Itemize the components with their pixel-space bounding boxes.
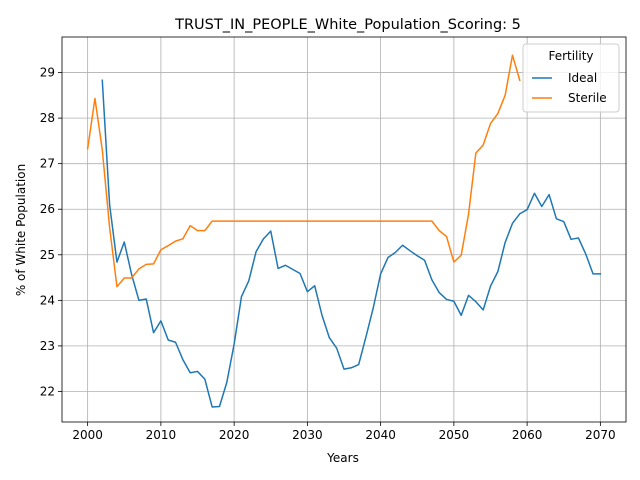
series-lines: [86, 54, 602, 408]
x-tick-label: 2050: [439, 428, 470, 442]
y-tick-label: 29: [40, 66, 55, 80]
y-tick-label: 25: [40, 248, 55, 262]
legend-box: [522, 43, 620, 113]
legend-title: Fertility: [548, 49, 593, 63]
x-tick-label: 2040: [365, 428, 396, 442]
x-tick-label: 2010: [146, 428, 177, 442]
y-tick-label: 28: [40, 111, 55, 125]
x-tick-label: 2030: [292, 428, 323, 442]
legend: Fertility Ideal Sterile: [522, 43, 620, 113]
legend-label-sterile: Sterile: [568, 91, 607, 105]
x-tick-label: 2070: [585, 428, 616, 442]
legend-label-ideal: Ideal: [568, 71, 597, 85]
x-tick-label: 2020: [219, 428, 250, 442]
y-tick-label: 22: [40, 384, 55, 398]
y-tick-label: 23: [40, 339, 55, 353]
x-axis-title: Years: [326, 451, 359, 465]
y-tick-label: 24: [40, 293, 55, 307]
x-tick-label: 2060: [512, 428, 543, 442]
plot-frame: [61, 36, 627, 423]
y-axis-title: % of White Population: [14, 164, 28, 296]
series-line-sterile: [86, 54, 521, 288]
y-tick-label: 27: [40, 157, 55, 171]
axis-ticks: 2000 2010 2020 2030 2040 2050 2060 2070 22 23 24 25…: [40, 66, 616, 442]
x-tick-label: 2000: [72, 428, 103, 442]
series-line-ideal: [101, 79, 602, 408]
y-tick-label: 26: [40, 202, 55, 216]
chart-title: TRUST_IN_PEOPLE_White_Population_Scoring…: [174, 17, 521, 33]
